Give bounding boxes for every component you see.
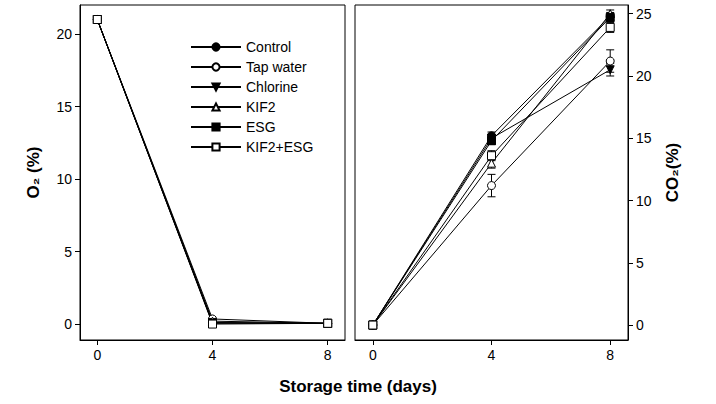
svg-text:O₂ (%): O₂ (%) [24,147,43,199]
svg-text:KIF2: KIF2 [246,99,276,115]
svg-text:ESG: ESG [246,119,276,135]
svg-text:20: 20 [56,26,72,42]
svg-text:4: 4 [488,347,496,363]
svg-text:CO₂(%): CO₂(%) [663,143,682,203]
svg-text:Control: Control [246,39,291,55]
svg-text:0: 0 [369,347,377,363]
svg-text:Chlorine: Chlorine [246,79,298,95]
svg-text:4: 4 [209,347,217,363]
svg-text:10: 10 [636,193,652,209]
svg-text:0: 0 [64,316,72,332]
svg-text:15: 15 [636,130,652,146]
svg-text:0: 0 [636,317,644,333]
svg-text:15: 15 [56,99,72,115]
svg-text:Tap water: Tap water [246,59,307,75]
svg-text:0: 0 [93,347,101,363]
svg-text:Storage time (days): Storage time (days) [279,377,437,396]
svg-text:5: 5 [636,255,644,271]
svg-text:KIF2+ESG: KIF2+ESG [246,139,313,155]
svg-text:8: 8 [606,347,614,363]
svg-text:5: 5 [64,244,72,260]
svg-text:8: 8 [324,347,332,363]
svg-text:20: 20 [636,68,652,84]
svg-text:25: 25 [636,6,652,22]
svg-text:10: 10 [56,171,72,187]
